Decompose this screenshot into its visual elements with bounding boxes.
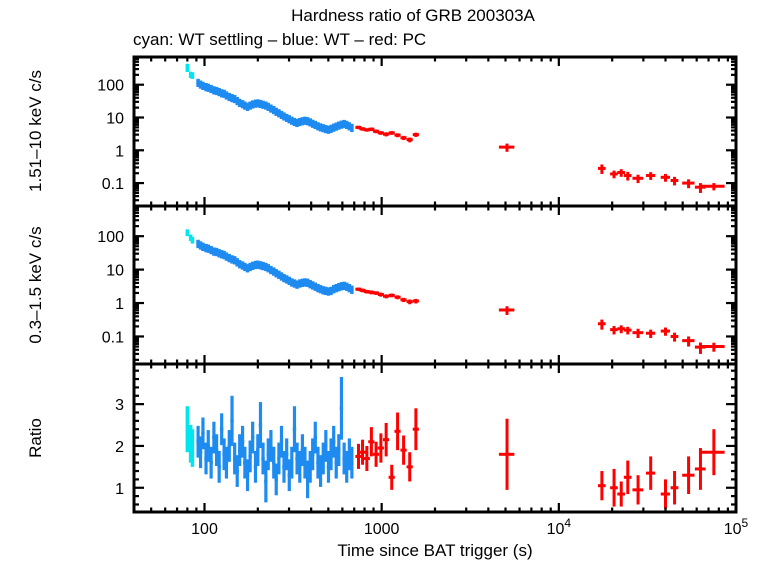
panel-ratio: 3 2 1	[115, 362, 738, 514]
tick-label: 10	[106, 263, 124, 280]
series-wt	[196, 239, 354, 296]
panel-frame	[132, 204, 738, 366]
series-wt	[196, 78, 354, 134]
tick-label: 0.1	[102, 176, 124, 193]
chart-title: Hardness ratio of GRB 200303A	[291, 6, 535, 25]
series-pc	[355, 408, 725, 509]
tick-label: 10	[106, 111, 124, 128]
tick-label: 100	[191, 521, 218, 538]
tick-label: 1000	[364, 521, 400, 538]
tick-label: 1	[115, 481, 124, 498]
series-wt-settling	[185, 406, 195, 467]
panel-frame	[132, 55, 738, 208]
tick-label: 3	[115, 397, 124, 414]
series-wt-settling	[185, 229, 195, 244]
panel-data	[185, 229, 725, 354]
series-wt-settling	[185, 63, 195, 79]
tick-label: 104	[547, 516, 572, 538]
panel-hard-band: 100 10 1 0.1	[97, 55, 738, 208]
tick-label: 2	[115, 439, 124, 456]
tick-label: 105	[724, 516, 749, 538]
tick-label: 1	[115, 143, 124, 160]
panel-data	[185, 63, 725, 193]
panel-frame	[132, 362, 738, 514]
series-wt	[196, 376, 354, 503]
tick-label: 100	[97, 229, 124, 246]
tick-label: 1	[115, 296, 124, 313]
series-pc	[355, 125, 725, 193]
x-axis-label: Time since BAT trigger (s)	[337, 541, 533, 560]
panel-soft-band: 100 10 1 0.1	[97, 204, 738, 366]
chart-legend-subtitle: cyan: WT settling – blue: WT – red: PC	[133, 30, 427, 49]
panel-data	[185, 376, 725, 509]
series-pc	[355, 287, 725, 354]
tick-label: 100	[97, 78, 124, 95]
tick-label: 0.1	[102, 329, 124, 346]
x-tick-labels: 100 1000 104 105	[191, 516, 748, 538]
